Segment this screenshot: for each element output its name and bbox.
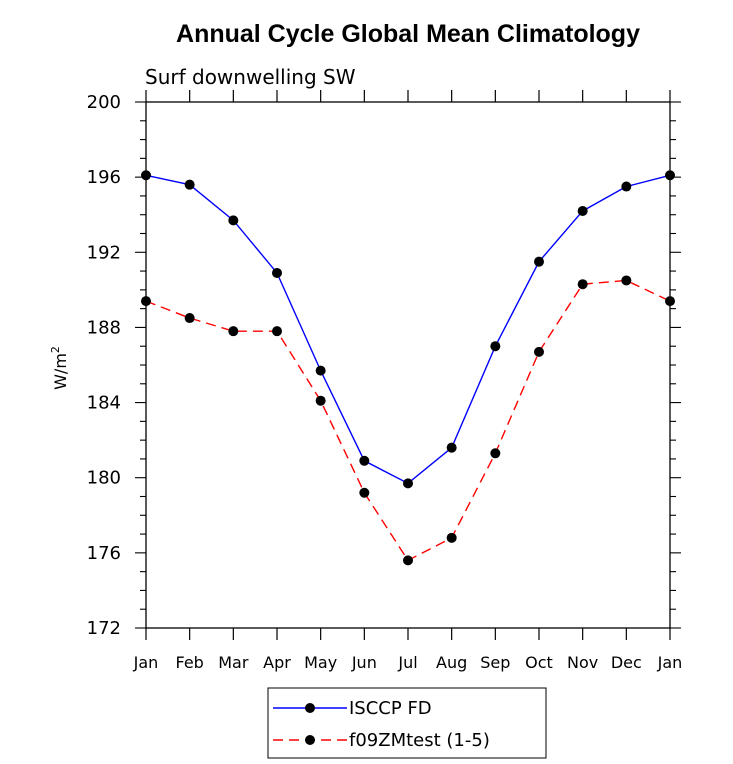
y-tick-label: 176 xyxy=(87,543,121,564)
legend-box xyxy=(267,687,547,759)
data-point xyxy=(141,170,151,181)
x-tick-label: Sep xyxy=(480,653,510,672)
y-tick-label: 200 xyxy=(87,92,121,113)
series-1 xyxy=(141,170,675,489)
legend-label-series-2: f09ZMtest (1-5) xyxy=(349,730,490,751)
data-point xyxy=(272,326,282,337)
data-point xyxy=(184,179,195,190)
x-tick-label: Jul xyxy=(397,653,417,672)
data-point xyxy=(141,296,151,307)
data-point xyxy=(577,205,588,216)
data-point xyxy=(228,215,239,226)
legend: ISCCP FD f09ZMtest (1-5) xyxy=(267,687,547,759)
y-tick-label: 188 xyxy=(87,317,121,338)
y-axis-label-text: W/m xyxy=(51,353,70,390)
chart-title: Annual Cycle Global Mean Climatology xyxy=(176,20,640,48)
data-point xyxy=(446,442,457,453)
axis-ticks xyxy=(135,90,681,640)
plot-frame xyxy=(145,101,671,629)
data-point xyxy=(228,326,239,337)
series-line xyxy=(145,174,671,485)
y-axis-label-superscript: 2 xyxy=(49,346,62,353)
series-line xyxy=(145,279,671,562)
data-point xyxy=(621,275,632,286)
legend-label-series-1: ISCCP FD xyxy=(349,698,432,719)
x-tick-label: Mar xyxy=(218,653,249,672)
data-point xyxy=(665,296,675,307)
y-tick-label: 192 xyxy=(87,242,121,263)
data-point xyxy=(359,455,370,466)
x-tick-label: Oct xyxy=(525,653,553,672)
data-point xyxy=(403,555,413,566)
data-point xyxy=(359,487,370,498)
y-axis-tick-labels: 172 176 180 184 188 192 196 200 xyxy=(87,92,121,639)
x-tick-label: Aug xyxy=(436,653,467,672)
data-point xyxy=(446,532,457,543)
series-2 xyxy=(141,275,675,566)
x-tick-label: Apr xyxy=(263,653,291,672)
x-tick-label: Jan xyxy=(657,653,683,672)
y-tick-label: 172 xyxy=(87,618,121,639)
y-tick-label: 196 xyxy=(87,167,121,188)
data-point xyxy=(403,478,413,489)
x-tick-label: Nov xyxy=(567,653,598,672)
chart-subtitle: Surf downwelling SW xyxy=(145,65,356,89)
data-point xyxy=(315,395,326,406)
x-axis-tick-labels: Jan Feb Mar Apr May Jun Jul Aug Sep Oct Nov Dec Jan xyxy=(133,653,683,672)
y-axis-label: W/m2 xyxy=(49,346,70,390)
x-tick-label: Feb xyxy=(176,653,204,672)
data-point xyxy=(490,341,501,352)
data-point xyxy=(577,279,588,290)
y-tick-label: 184 xyxy=(87,393,121,414)
x-tick-label: Dec xyxy=(611,653,642,672)
x-tick-label: Jan xyxy=(133,653,159,672)
data-point xyxy=(534,346,544,357)
x-tick-label: May xyxy=(304,653,337,672)
data-point xyxy=(490,448,501,459)
x-tick-label: Jun xyxy=(351,653,377,672)
data-point xyxy=(184,313,195,324)
data-point xyxy=(534,256,544,267)
data-point xyxy=(621,181,632,192)
legend-marker-series-1 xyxy=(305,703,315,713)
data-point xyxy=(665,170,675,181)
data-point xyxy=(272,267,282,278)
data-point xyxy=(315,365,326,376)
legend-marker-series-2 xyxy=(305,735,315,745)
y-tick-label: 180 xyxy=(87,468,121,489)
series-layer xyxy=(141,170,675,566)
